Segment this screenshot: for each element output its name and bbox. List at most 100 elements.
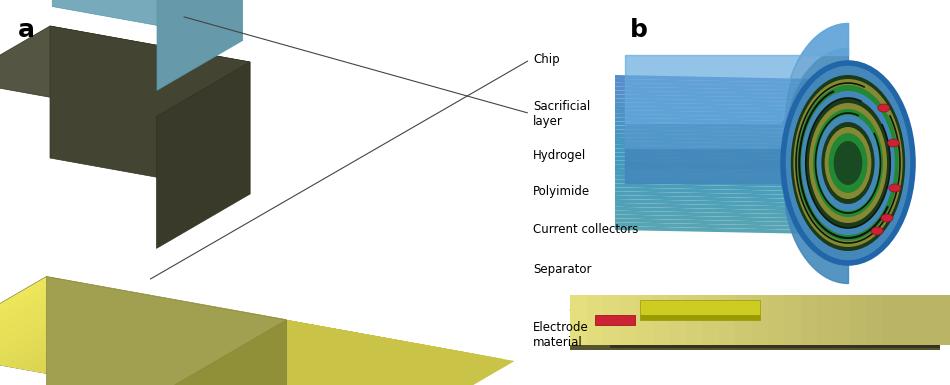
Polygon shape [0, 26, 250, 116]
Polygon shape [0, 288, 347, 385]
Polygon shape [603, 295, 933, 345]
Ellipse shape [801, 91, 895, 235]
Ellipse shape [812, 109, 884, 218]
Polygon shape [615, 214, 870, 223]
Polygon shape [615, 152, 870, 161]
Polygon shape [40, 298, 407, 385]
Ellipse shape [834, 141, 863, 185]
Text: Chip: Chip [533, 53, 560, 66]
Ellipse shape [783, 63, 913, 263]
Polygon shape [586, 295, 917, 345]
Bar [0, 0, 490, 385]
Ellipse shape [828, 133, 867, 193]
Polygon shape [0, 279, 298, 385]
Text: a: a [18, 18, 35, 42]
Polygon shape [124, 313, 490, 385]
Polygon shape [636, 295, 950, 345]
Polygon shape [818, 295, 950, 345]
Ellipse shape [819, 117, 878, 208]
Ellipse shape [809, 103, 887, 223]
Polygon shape [160, 320, 287, 385]
Polygon shape [76, 305, 443, 385]
Polygon shape [0, 283, 322, 385]
Polygon shape [615, 156, 870, 165]
Polygon shape [52, 0, 242, 41]
Polygon shape [157, 0, 242, 90]
Polygon shape [615, 90, 870, 99]
Polygon shape [615, 180, 870, 189]
Polygon shape [615, 176, 870, 185]
Polygon shape [595, 315, 635, 325]
Polygon shape [0, 290, 358, 385]
Polygon shape [615, 87, 870, 95]
Ellipse shape [822, 122, 875, 204]
Polygon shape [615, 75, 870, 84]
Ellipse shape [790, 75, 905, 251]
Ellipse shape [889, 184, 901, 192]
Polygon shape [615, 226, 870, 235]
Polygon shape [47, 277, 287, 385]
Polygon shape [640, 300, 760, 315]
Ellipse shape [878, 104, 890, 112]
Polygon shape [615, 218, 870, 227]
Ellipse shape [793, 79, 902, 247]
Polygon shape [850, 295, 950, 345]
Polygon shape [570, 345, 940, 350]
Polygon shape [615, 207, 870, 216]
Text: Current collectors: Current collectors [533, 223, 638, 236]
Polygon shape [50, 26, 250, 194]
Text: b: b [630, 18, 648, 42]
Polygon shape [615, 83, 870, 92]
Polygon shape [615, 199, 870, 208]
Ellipse shape [801, 90, 895, 236]
Polygon shape [640, 315, 760, 320]
Polygon shape [653, 295, 950, 345]
Polygon shape [615, 164, 870, 173]
Polygon shape [610, 345, 940, 348]
Polygon shape [686, 295, 950, 345]
Polygon shape [768, 295, 950, 345]
Ellipse shape [825, 127, 872, 199]
Polygon shape [615, 172, 870, 181]
Polygon shape [570, 295, 900, 345]
Polygon shape [4, 292, 370, 385]
Polygon shape [615, 94, 870, 103]
Polygon shape [157, 62, 250, 248]
Polygon shape [615, 191, 870, 200]
Polygon shape [669, 295, 950, 345]
Ellipse shape [887, 139, 900, 147]
Polygon shape [615, 110, 870, 119]
Polygon shape [0, 277, 287, 385]
Text: Hydrogel: Hydrogel [533, 149, 586, 162]
Polygon shape [615, 184, 870, 192]
Polygon shape [615, 187, 870, 196]
Ellipse shape [836, 145, 860, 181]
Polygon shape [615, 126, 870, 134]
Polygon shape [16, 294, 383, 385]
Ellipse shape [830, 136, 865, 190]
Ellipse shape [788, 72, 907, 254]
Polygon shape [0, 281, 311, 385]
Polygon shape [884, 295, 950, 345]
Polygon shape [615, 133, 870, 142]
Polygon shape [0, 285, 334, 385]
Ellipse shape [806, 98, 890, 228]
Polygon shape [615, 195, 870, 204]
Polygon shape [570, 295, 900, 310]
Polygon shape [615, 137, 870, 146]
Polygon shape [615, 114, 870, 123]
Polygon shape [735, 295, 950, 345]
Polygon shape [615, 211, 870, 219]
Ellipse shape [807, 99, 889, 227]
Polygon shape [100, 309, 466, 385]
Polygon shape [615, 145, 870, 154]
Polygon shape [136, 316, 503, 385]
Polygon shape [615, 222, 870, 231]
Polygon shape [615, 141, 870, 150]
Ellipse shape [825, 127, 871, 199]
Text: Separator: Separator [533, 263, 592, 276]
Polygon shape [615, 79, 870, 88]
Polygon shape [615, 118, 870, 127]
Ellipse shape [871, 227, 884, 235]
Polygon shape [615, 102, 870, 111]
